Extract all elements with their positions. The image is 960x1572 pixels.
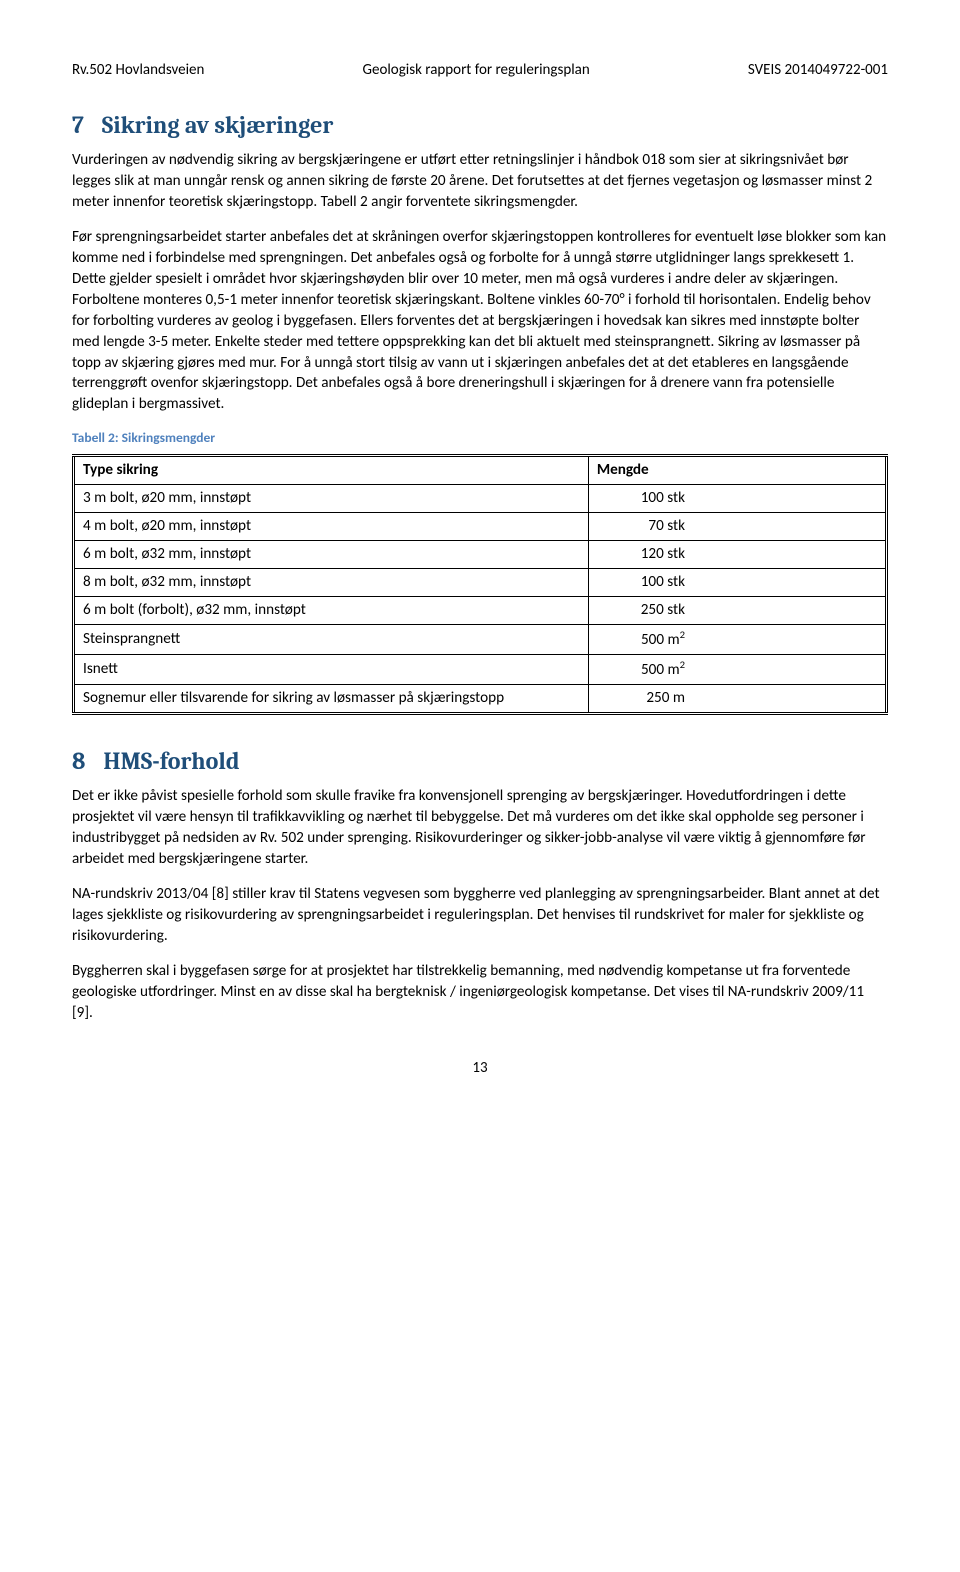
- table-row: 6 m bolt, ø32 mm, innstøpt 120 stk: [74, 540, 887, 568]
- col-header-type: Type sikring: [74, 456, 589, 485]
- cell-amount: 500 m2: [588, 654, 886, 684]
- header-right: SVEIS 2014049722-001: [748, 60, 888, 81]
- table-row: Sognemur eller tilsvarende for sikring a…: [74, 684, 887, 713]
- page-number: 13: [72, 1058, 888, 1079]
- section-7-heading: 7 Sikring av skjæringer: [72, 109, 888, 142]
- header-center: Geologisk rapport for reguleringsplan: [363, 60, 590, 81]
- section-8-para-1: Det er ikke påvist spesielle forhold som…: [72, 786, 888, 870]
- cell-type: 4 m bolt, ø20 mm, innstøpt: [74, 512, 589, 540]
- page-header: Rv.502 Hovlandsveien Geologisk rapport f…: [72, 60, 888, 81]
- table-row: 8 m bolt, ø32 mm, innstøpt 100 stk: [74, 568, 887, 596]
- section-7-number: 7: [72, 111, 84, 139]
- col-header-amount: Mengde: [588, 456, 886, 485]
- table-row: 4 m bolt, ø20 mm, innstøpt 70 stk: [74, 512, 887, 540]
- section-8-number: 8: [72, 747, 85, 775]
- cell-amount: 250 m: [588, 684, 886, 713]
- section-8-para-3: Byggherren skal i byggefasen sørge for a…: [72, 961, 888, 1024]
- section-7-para-2: Før sprengningsarbeidet starter anbefale…: [72, 227, 888, 416]
- cell-type: Steinsprangnett: [74, 624, 589, 654]
- table-row: 6 m bolt (forbolt), ø32 mm, innstøpt 250…: [74, 596, 887, 624]
- cell-amount: 70 stk: [588, 512, 886, 540]
- section-8-heading: 8 HMS-forhold: [72, 745, 888, 778]
- cell-amount: 500 m2: [588, 624, 886, 654]
- table-header-row: Type sikring Mengde: [74, 456, 887, 485]
- section-7-title: Sikring av skjæringer: [102, 111, 333, 139]
- cell-type: Isnett: [74, 654, 589, 684]
- cell-amount: 100 stk: [588, 485, 886, 513]
- cell-amount: 100 stk: [588, 568, 886, 596]
- section-8-para-2: NA-rundskriv 2013/04 [8] stiller krav ti…: [72, 884, 888, 947]
- table-row: Steinsprangnett 500 m2: [74, 624, 887, 654]
- cell-type: 6 m bolt, ø32 mm, innstøpt: [74, 540, 589, 568]
- table-2-caption: Tabell 2: Sikringsmengder: [72, 429, 888, 448]
- cell-type: Sognemur eller tilsvarende for sikring a…: [74, 684, 589, 713]
- table-sikringsmengder: Type sikring Mengde 3 m bolt, ø20 mm, in…: [72, 454, 888, 715]
- cell-type: 8 m bolt, ø32 mm, innstøpt: [74, 568, 589, 596]
- cell-type: 6 m bolt (forbolt), ø32 mm, innstøpt: [74, 596, 589, 624]
- cell-amount: 250 stk: [588, 596, 886, 624]
- cell-type: 3 m bolt, ø20 mm, innstøpt: [74, 485, 589, 513]
- table-row: 3 m bolt, ø20 mm, innstøpt 100 stk: [74, 485, 887, 513]
- section-7-para-1: Vurderingen av nødvendig sikring av berg…: [72, 150, 888, 213]
- table-row: Isnett 500 m2: [74, 654, 887, 684]
- cell-amount: 120 stk: [588, 540, 886, 568]
- header-left: Rv.502 Hovlandsveien: [72, 60, 204, 81]
- section-8-title: HMS-forhold: [103, 747, 239, 775]
